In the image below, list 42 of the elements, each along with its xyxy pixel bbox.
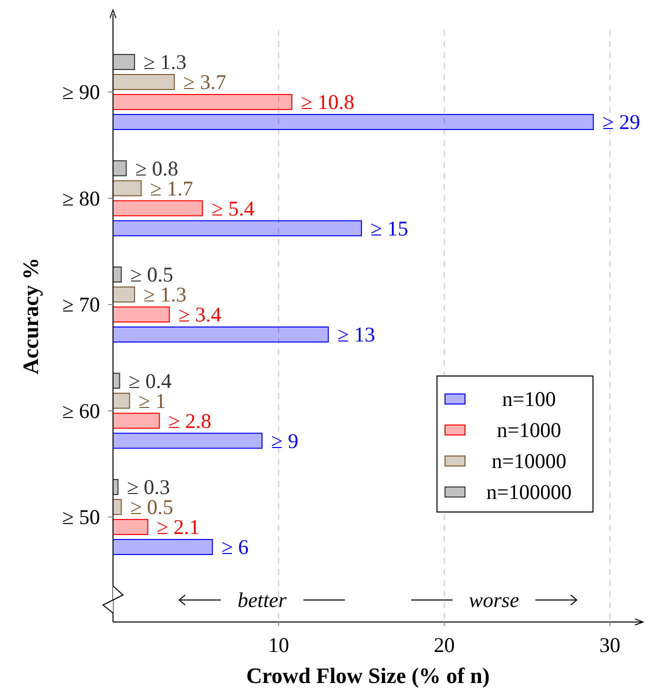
bar (112, 114, 594, 130)
bar (112, 74, 175, 90)
x-tick-label: 10 (268, 633, 290, 657)
bar (112, 94, 292, 110)
bar (112, 200, 203, 216)
bar (112, 266, 122, 282)
y-tick-label: ≥ 80 (62, 186, 100, 210)
bar (112, 519, 148, 535)
annotation: better (238, 588, 288, 612)
x-tick-label: 30 (599, 633, 620, 657)
legend-label: n=100000 (486, 480, 572, 504)
bar (112, 412, 160, 429)
bar (112, 160, 127, 176)
bar (112, 499, 122, 515)
y-tick-label: ≥ 90 (62, 80, 100, 104)
legend-label: n=1000 (496, 418, 562, 442)
data-label: ≥ 13 (337, 322, 376, 346)
data-label: ≥ 2.8 (168, 408, 212, 433)
y-tick-label: ≥ 60 (62, 398, 100, 423)
y-tick-label: ≥ 70 (62, 292, 100, 316)
bar (112, 392, 130, 409)
bar (112, 220, 362, 236)
annotation: worse (468, 588, 520, 612)
bar (112, 539, 213, 555)
x-axis-title: Crowd Flow Size (% of n) (246, 663, 490, 688)
legend-label: n=10000 (492, 449, 566, 473)
bar (112, 54, 136, 70)
x-tick-label: 20 (434, 633, 455, 657)
bar (112, 432, 263, 449)
legend-label: n=100 (502, 387, 556, 411)
y-tick-label: ≥ 50 (62, 505, 100, 529)
data-label: ≥ 5.4 (211, 196, 255, 220)
y-axis-title: Accuracy % (18, 258, 43, 374)
bar (112, 180, 142, 196)
bar (112, 326, 329, 342)
data-label: ≥ 6 (221, 535, 249, 559)
data-label: ≥ 10.8 (300, 90, 354, 114)
data-label: ≥ 29 (602, 110, 640, 134)
data-label: ≥ 9 (271, 428, 298, 453)
data-label: ≥ 15 (370, 216, 408, 240)
bar (112, 286, 136, 302)
bar (112, 306, 170, 322)
